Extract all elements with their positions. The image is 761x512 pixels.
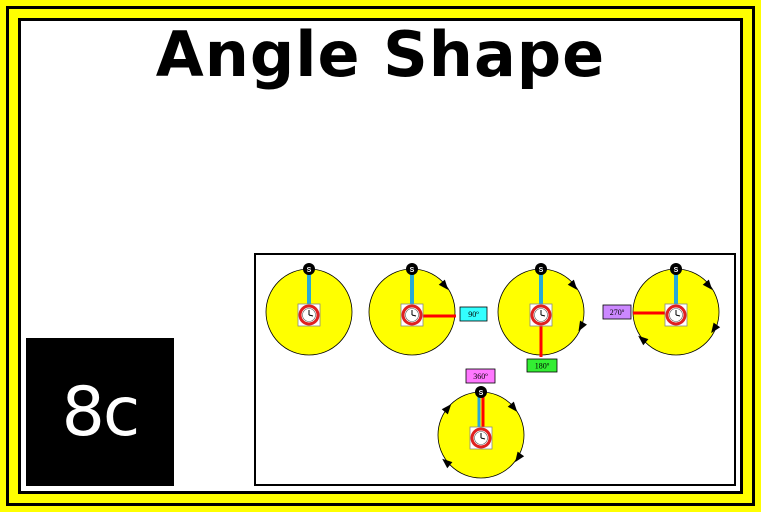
angle-diagram-svg: S S 90º S bbox=[265, 263, 721, 479]
angle-diagram: S S 90º S bbox=[254, 253, 736, 486]
label-90: 90º bbox=[468, 310, 479, 319]
start-marker-icon bbox=[303, 263, 315, 275]
circle-360: S 360º bbox=[437, 368, 525, 479]
circle-start: S bbox=[265, 263, 353, 356]
circle-90: S 90º bbox=[368, 263, 488, 356]
clock-icon bbox=[468, 425, 494, 451]
start-marker-label: S bbox=[479, 390, 484, 397]
start-marker-label: S bbox=[539, 267, 544, 274]
start-marker-icon bbox=[670, 263, 682, 275]
label-90-box bbox=[459, 306, 488, 322]
circle-180: S 180º bbox=[497, 263, 587, 373]
circle-270: S 270º bbox=[602, 263, 721, 356]
label-360: 360º bbox=[473, 372, 488, 381]
clock-icon bbox=[399, 302, 425, 328]
clock-icon bbox=[528, 302, 554, 328]
label-270-box bbox=[602, 304, 632, 320]
start-marker-label: S bbox=[674, 267, 679, 274]
start-marker-label: S bbox=[410, 267, 415, 274]
label-360-box bbox=[465, 368, 496, 384]
start-marker-icon bbox=[475, 386, 487, 398]
lesson-badge: 8c bbox=[26, 338, 174, 486]
page-title: Angle Shape bbox=[155, 18, 606, 91]
label-180-box bbox=[526, 358, 558, 373]
start-marker-icon bbox=[535, 263, 547, 275]
clock-icon bbox=[663, 302, 689, 328]
start-marker-icon bbox=[406, 263, 418, 275]
label-270: 270º bbox=[610, 308, 625, 317]
clock-icon bbox=[296, 302, 322, 328]
label-180: 180º bbox=[535, 362, 550, 371]
start-marker-label: S bbox=[307, 267, 312, 274]
